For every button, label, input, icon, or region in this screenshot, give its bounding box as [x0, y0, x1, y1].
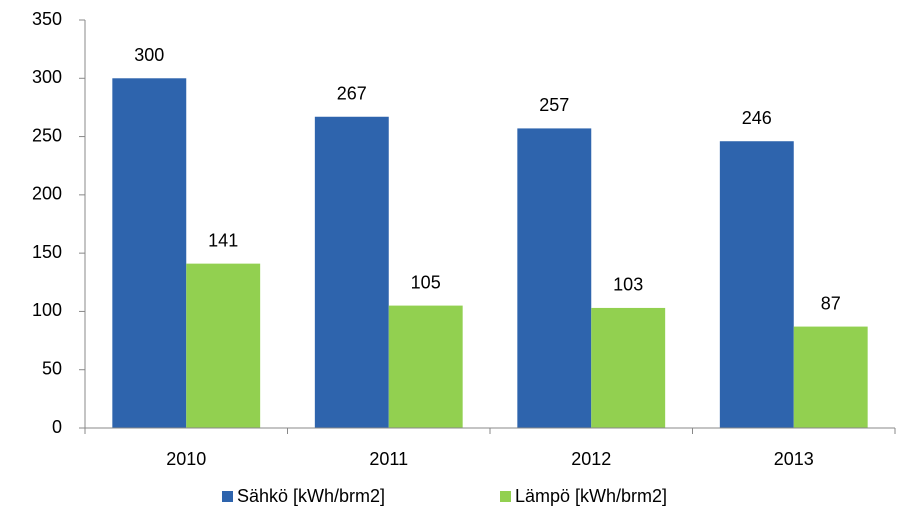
- data-label: 300: [134, 45, 164, 65]
- legend-swatch: [222, 491, 233, 502]
- legend-swatch: [500, 491, 511, 502]
- y-tick-label: 150: [32, 242, 62, 262]
- data-label: 246: [742, 108, 772, 128]
- data-label: 103: [613, 275, 643, 295]
- bar: [719, 141, 794, 428]
- data-label: 267: [337, 84, 367, 104]
- y-tick-label: 300: [32, 67, 62, 87]
- x-tick-label: 2012: [571, 449, 611, 469]
- legend-label: Lämpö [kWh/brm2]: [515, 486, 667, 506]
- x-tick-label: 2013: [774, 449, 814, 469]
- bar: [314, 116, 389, 429]
- bar: [186, 263, 261, 428]
- y-tick-label: 200: [32, 184, 62, 204]
- bar: [591, 307, 666, 428]
- bar: [793, 326, 868, 428]
- bar: [112, 78, 187, 429]
- data-label: 141: [208, 230, 238, 250]
- bar: [517, 128, 592, 428]
- y-tick-label: 350: [32, 9, 62, 29]
- x-tick-label: 2010: [166, 449, 206, 469]
- data-label: 87: [821, 293, 841, 313]
- y-tick-label: 50: [42, 358, 62, 378]
- legend-label: Sähkö [kWh/brm2]: [237, 486, 385, 506]
- bar: [388, 305, 463, 428]
- y-tick-label: 0: [52, 417, 62, 437]
- data-label: 257: [539, 95, 569, 115]
- y-tick-label: 250: [32, 125, 62, 145]
- y-tick-label: 100: [32, 300, 62, 320]
- x-tick-label: 2011: [369, 449, 408, 469]
- data-label: 105: [411, 272, 441, 292]
